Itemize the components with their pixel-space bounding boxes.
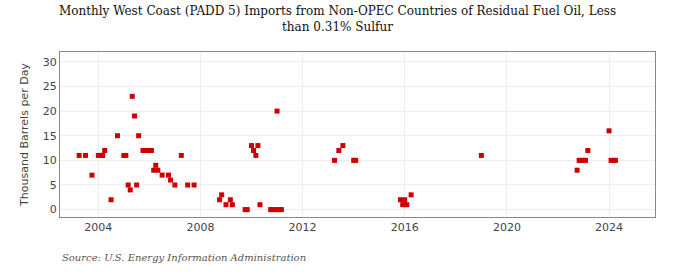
svg-text:10: 10: [43, 154, 57, 167]
svg-text:Thousand Barrels per Day: Thousand Barrels per Day: [18, 63, 31, 207]
svg-text:2020: 2020: [493, 221, 521, 234]
svg-text:15: 15: [43, 130, 57, 143]
svg-text:20: 20: [43, 105, 57, 118]
svg-text:2012: 2012: [289, 221, 317, 234]
svg-text:5: 5: [50, 179, 57, 192]
svg-text:2024: 2024: [595, 221, 623, 234]
svg-text:2016: 2016: [391, 221, 419, 234]
svg-text:30: 30: [43, 56, 57, 69]
svg-text:25: 25: [43, 80, 57, 93]
svg-text:0: 0: [50, 203, 57, 216]
svg-text:Monthly West Coast (PADD 5) Im: Monthly West Coast (PADD 5) Imports from…: [59, 4, 616, 34]
svg-text:2008: 2008: [186, 221, 214, 234]
svg-text:2004: 2004: [84, 221, 112, 234]
svg-text:Source: U.S. Energy Informatio: Source: U.S. Energy Information Administ…: [62, 252, 306, 263]
